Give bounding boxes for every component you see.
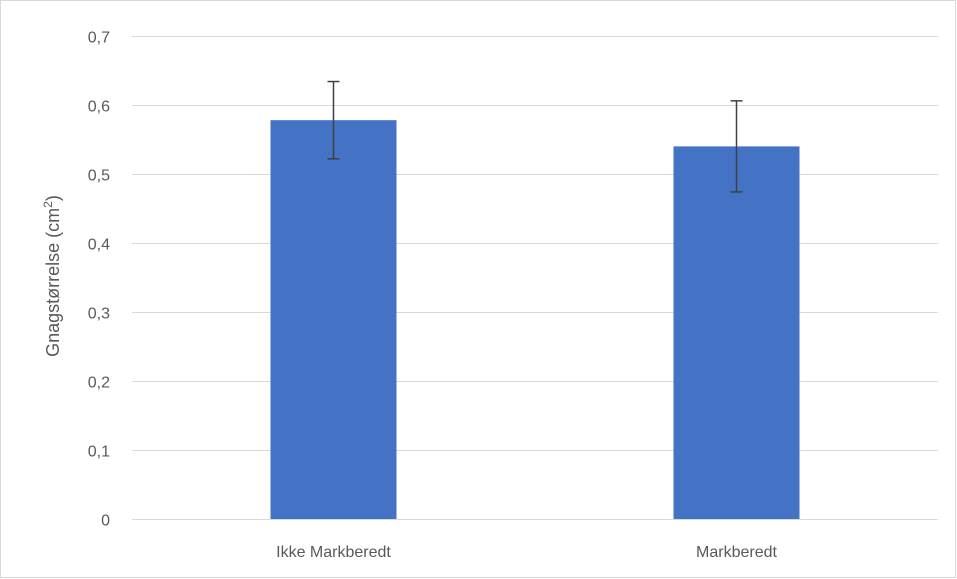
y-tick-labels: 0 0,1 0,2 0,3 0,4 0,5 0,6 0,7 [88, 30, 110, 530]
y-axis-title-main: Gnagstørrelse (cm [43, 208, 63, 357]
y-tick-label: 0,7 [88, 30, 110, 47]
x-tick-label: Ikke Markberedt [276, 544, 391, 561]
error-bar [327, 80, 340, 160]
bar [673, 146, 800, 519]
y-axis-title: Gnagstørrelse (cm2) [41, 195, 63, 357]
x-tick-labels: Ikke Markberedt Markberedt [276, 544, 777, 561]
error-bar [730, 100, 743, 193]
y-tick-label: 0,6 [88, 99, 110, 116]
y-tick-label: 0 [101, 513, 110, 530]
y-tick-label: 0,4 [88, 237, 110, 254]
error-bars [327, 80, 743, 193]
y-tick-label: 0,3 [88, 306, 110, 323]
y-tick-label: 0,5 [88, 168, 110, 185]
y-axis-title-superscript: 2 [41, 201, 55, 208]
y-axis-title-suffix: ) [43, 195, 63, 201]
gridlines [132, 36, 938, 520]
y-tick-label: 0,2 [88, 375, 110, 392]
y-tick-label: 0,1 [88, 444, 110, 461]
bars [270, 120, 800, 520]
bar [270, 120, 397, 520]
x-tick-label: Markberedt [696, 544, 777, 561]
